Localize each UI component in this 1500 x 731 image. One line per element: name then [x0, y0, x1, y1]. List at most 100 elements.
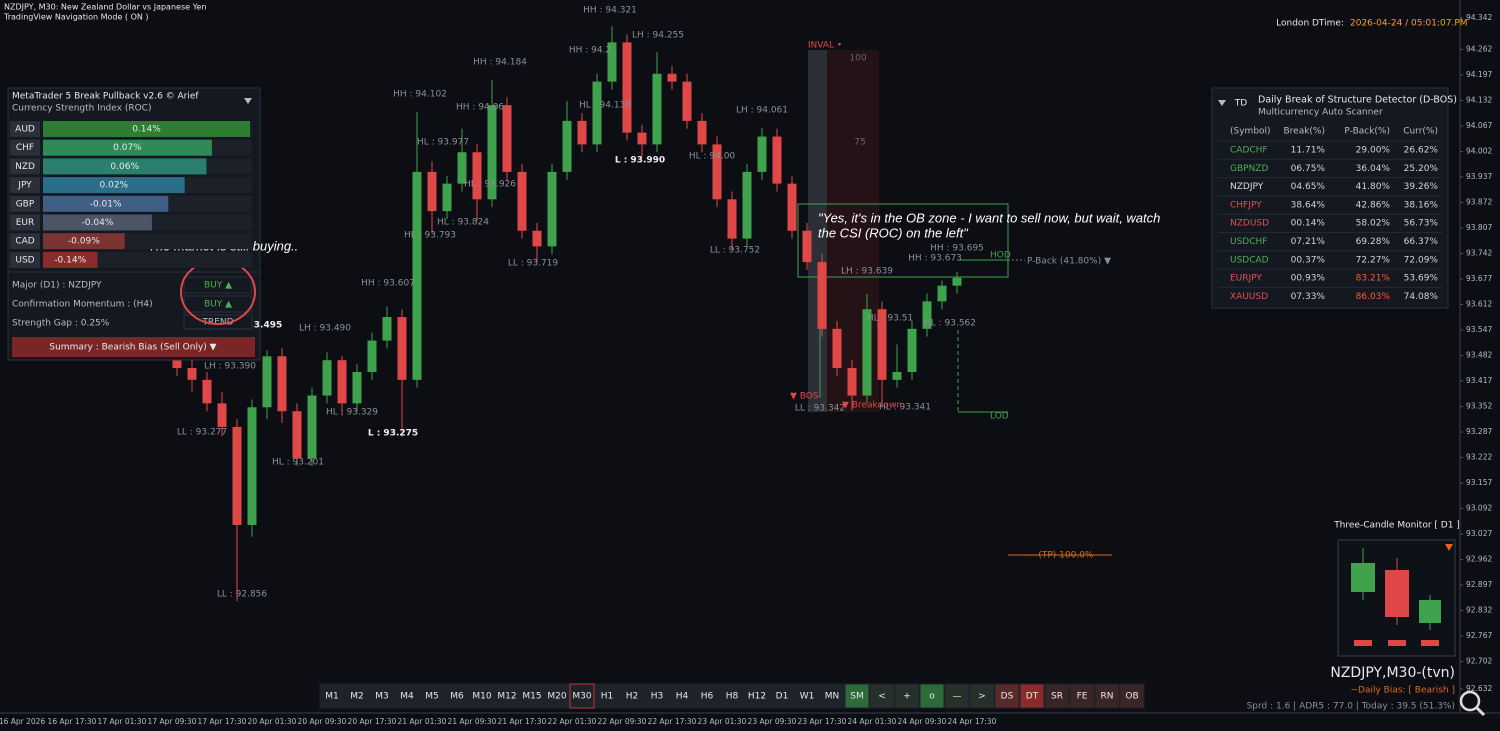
currency-box [10, 233, 40, 250]
icon-battery [1354, 640, 1372, 646]
swing-label: HL : 93.51 [867, 314, 913, 324]
candle-body [202, 379, 212, 404]
marker-label: ▼ BOS [790, 392, 819, 402]
y-tick-label: 93.872 [1466, 197, 1492, 206]
timeframe-label[interactable]: H6 [701, 692, 714, 702]
timeframe-button[interactable] [969, 683, 995, 709]
timeframe-button[interactable] [644, 683, 670, 709]
x-tick-label: 17 Apr 17:30 [198, 717, 247, 726]
candle-body [757, 136, 767, 172]
timeframe-label[interactable]: H1 [601, 692, 614, 702]
timeframe-button[interactable] [394, 683, 420, 709]
timeframe-button[interactable] [319, 683, 345, 709]
mode-line: TradingView Navigation Mode ( ON ) [3, 13, 149, 22]
candle-body [862, 309, 872, 396]
timeframe-label[interactable]: DT [1026, 692, 1039, 702]
timeframe-button[interactable] [469, 683, 495, 709]
timeframe-label[interactable]: OB [1125, 692, 1138, 702]
timeframe-button[interactable] [869, 683, 895, 709]
y-tick-label: 94.132 [1466, 95, 1492, 104]
timeframe-label[interactable]: M4 [400, 692, 414, 702]
timeframe-label[interactable]: M10 [472, 692, 491, 702]
timeframe-label[interactable]: M20 [547, 692, 566, 702]
timeframe-button[interactable] [519, 683, 545, 709]
timeframe-label[interactable]: M6 [450, 692, 464, 702]
timeframe-button[interactable] [894, 683, 920, 709]
timeframe-label[interactable]: M2 [350, 692, 364, 702]
timeframe-label[interactable]: SM [850, 692, 863, 702]
timeframe-button[interactable] [494, 683, 520, 709]
table-header: Curr(%) [1403, 127, 1438, 137]
timeframe-label[interactable]: > [978, 692, 986, 702]
currency-box [10, 251, 40, 268]
timeframe-button[interactable] [819, 683, 845, 709]
trend-box [183, 314, 253, 330]
timeframe-label[interactable]: SR [1051, 692, 1063, 702]
strength-bar [43, 233, 125, 250]
csi-subtitle: Currency Strength Index (ROC) [12, 104, 151, 114]
timeframe-button[interactable] [419, 683, 445, 709]
timeframe-label[interactable]: D1 [776, 692, 789, 702]
timeframe-button[interactable] [744, 683, 770, 709]
y-tick-label: 92.832 [1466, 606, 1492, 615]
scanner-menu[interactable] [1218, 100, 1226, 106]
timeframe-button[interactable] [719, 683, 745, 709]
timeframe-label[interactable]: H4 [676, 692, 689, 702]
timeframe-button[interactable] [569, 683, 595, 709]
timeframe-label[interactable]: W1 [800, 692, 815, 702]
timeframe-label[interactable]: o [929, 692, 935, 702]
timeframe-label[interactable]: H12 [748, 692, 766, 702]
table-cell: 00.93% [1291, 274, 1326, 284]
currency-label: GBP [16, 199, 35, 209]
marker-label: — (TP) 100.0% [1027, 551, 1094, 561]
timeframe-button[interactable] [1069, 683, 1095, 709]
zoom-icon[interactable] [1459, 690, 1481, 712]
timeframe-button[interactable] [544, 683, 570, 709]
timeframe-button[interactable] [669, 683, 695, 709]
summary-bar[interactable] [12, 337, 255, 357]
timeframe-label[interactable]: < [878, 692, 886, 702]
timeframe-button[interactable] [444, 683, 470, 709]
timeframe-button[interactable] [1094, 683, 1120, 709]
timeframe-label[interactable]: M30 [572, 692, 591, 702]
timeframe-label[interactable]: H8 [726, 692, 739, 702]
timeframe-button[interactable] [994, 683, 1020, 709]
timeframe-button[interactable] [919, 683, 945, 709]
panel-menu[interactable] [244, 98, 252, 104]
timeframe-label[interactable]: H2 [626, 692, 639, 702]
swing-label: LL : 93.752 [710, 246, 760, 256]
timeframe-label[interactable]: M1 [325, 692, 339, 702]
timeframe-label[interactable]: H3 [651, 692, 664, 702]
currency-label: CHF [16, 143, 34, 153]
timeframe-label[interactable]: M3 [375, 692, 389, 702]
timeframe-button[interactable] [694, 683, 720, 709]
currency-box [10, 195, 40, 212]
timeframe-button[interactable] [594, 683, 620, 709]
y-tick-label: 93.092 [1466, 504, 1492, 513]
timeframe-button[interactable] [619, 683, 645, 709]
timeframe-button[interactable] [1044, 683, 1070, 709]
timeframe-label[interactable]: — [953, 692, 962, 702]
timeframe-button[interactable] [1019, 683, 1045, 709]
timeframe-label[interactable]: M5 [425, 692, 439, 702]
strength-label: 0.02% [100, 181, 129, 191]
timeframe-label[interactable]: M12 [497, 692, 516, 702]
candle-body [937, 285, 947, 302]
timeframe-button[interactable] [944, 683, 970, 709]
timeframe-label[interactable]: DS [1001, 692, 1014, 702]
timeframe-label[interactable]: RN [1101, 692, 1114, 702]
table-cell: 56.73% [1404, 219, 1439, 229]
timeframe-label[interactable]: MN [825, 692, 840, 702]
candle-body [232, 426, 242, 526]
swing-label: LL : 93.277 [177, 428, 227, 438]
timeframe-label[interactable]: FE [1077, 692, 1088, 702]
timeframe-label[interactable]: + [903, 692, 911, 702]
timeframe-label[interactable]: M15 [522, 692, 541, 702]
timeframe-button[interactable] [1119, 683, 1145, 709]
timeframe-button[interactable] [769, 683, 795, 709]
timeframe-button[interactable] [794, 683, 820, 709]
x-tick-label: 16 Apr 17:30 [48, 717, 97, 726]
timeframe-button[interactable] [844, 683, 870, 709]
timeframe-button[interactable] [344, 683, 370, 709]
timeframe-button[interactable] [369, 683, 395, 709]
